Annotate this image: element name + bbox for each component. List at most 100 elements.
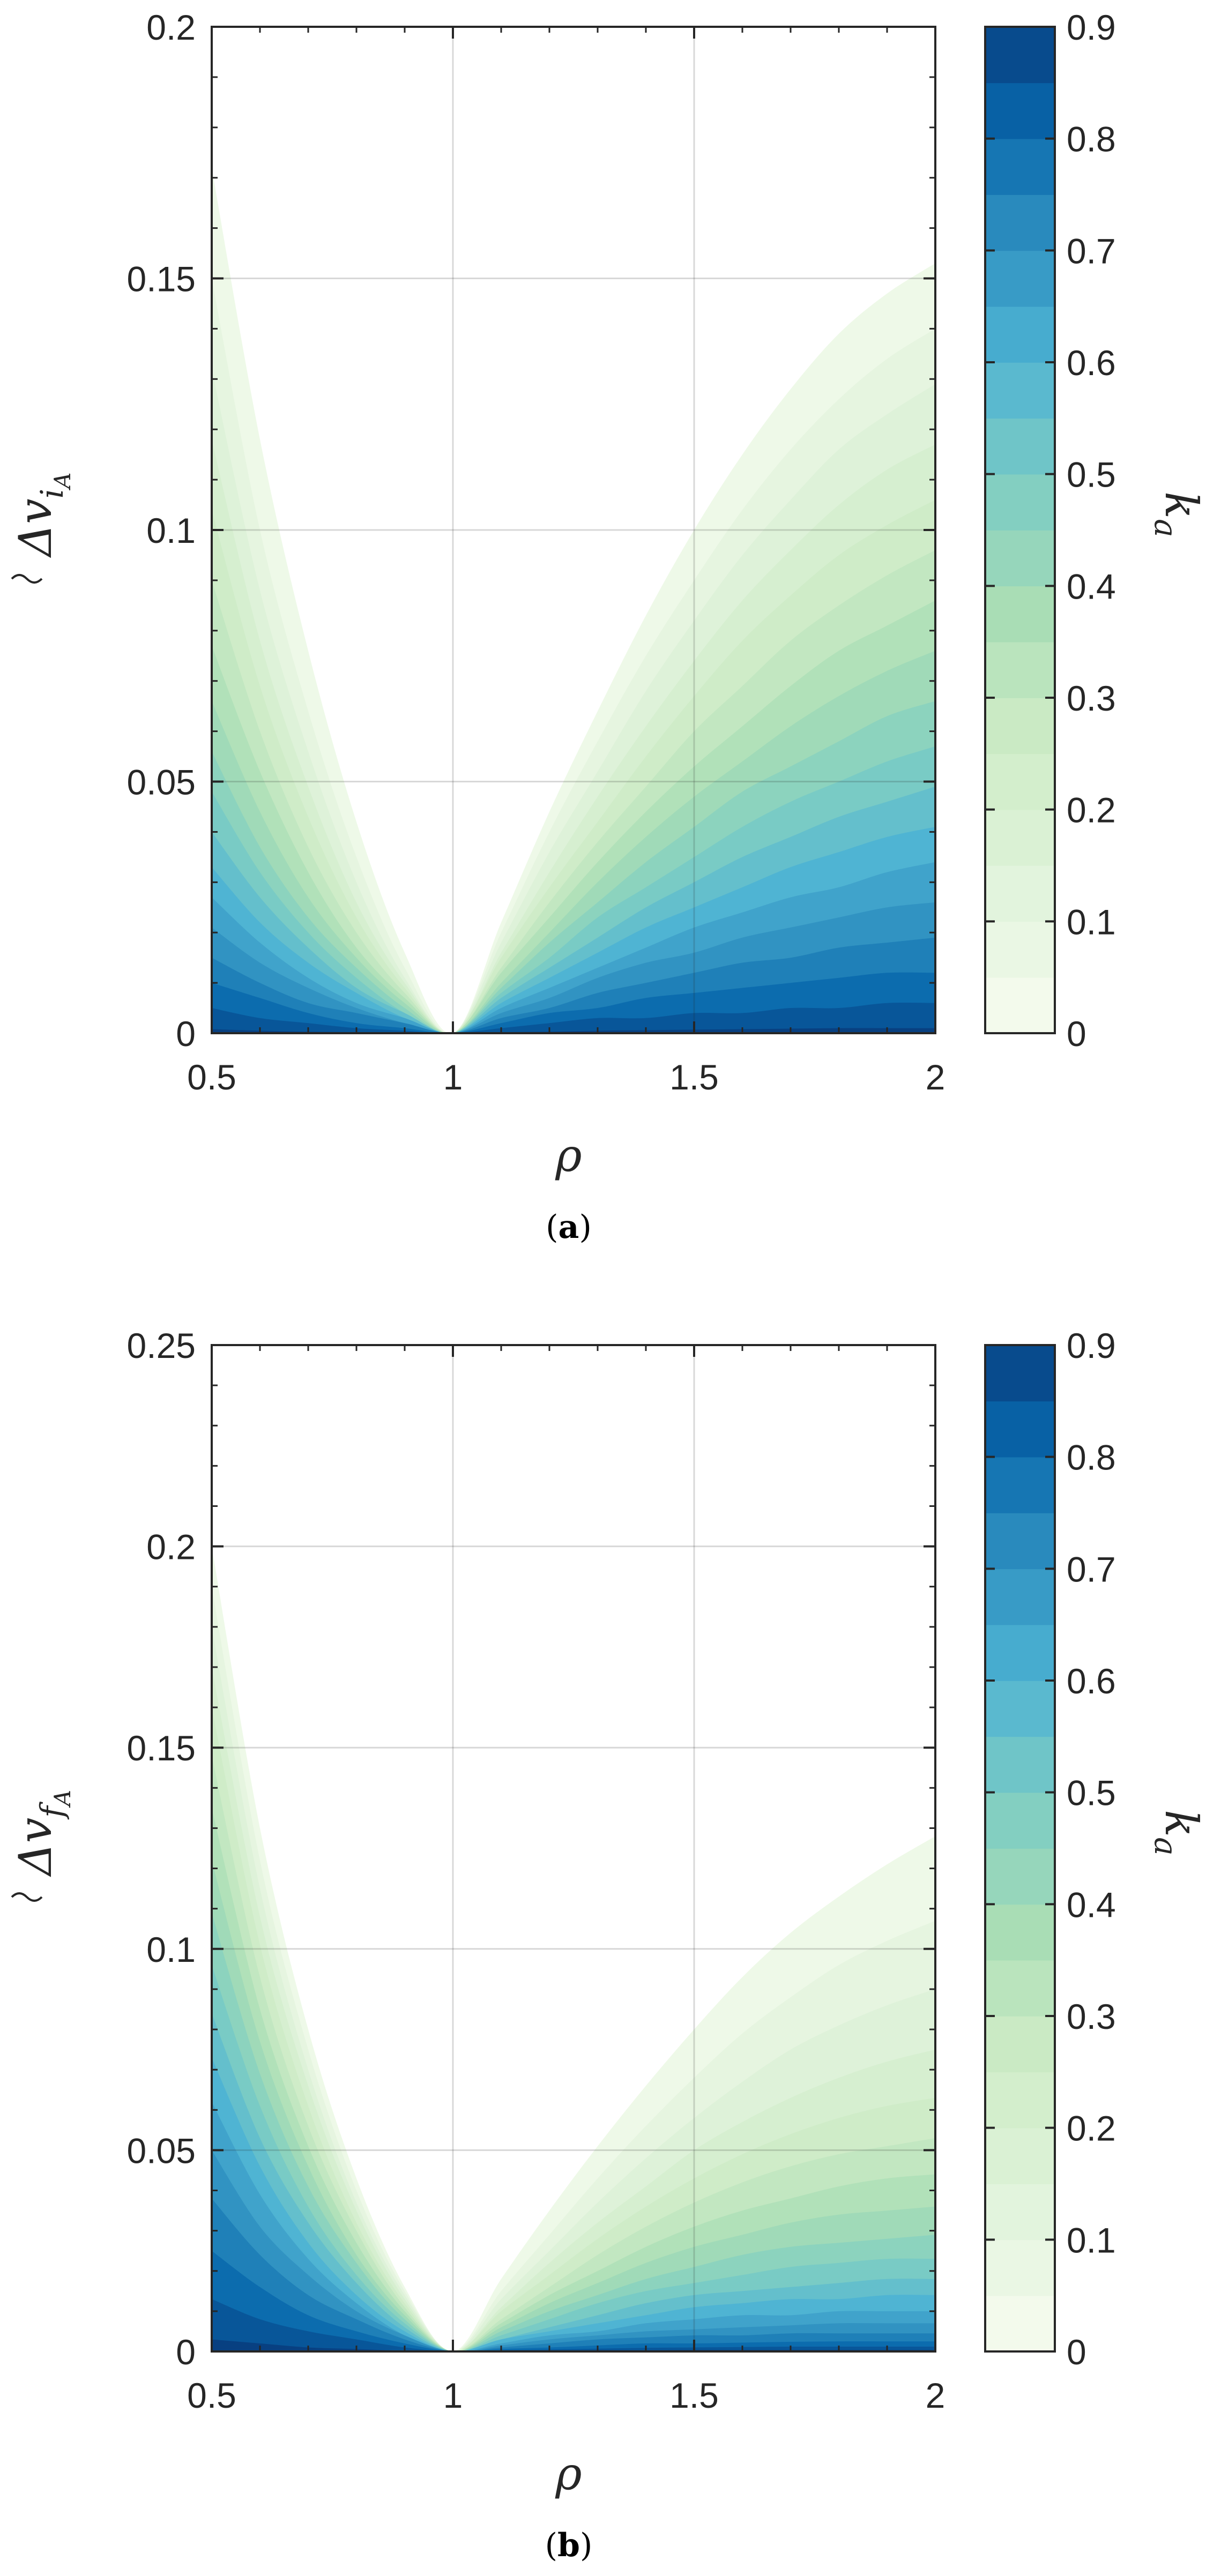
panel-a-colorbar-band xyxy=(985,753,1055,810)
panel-b-colorbar-tick-label: 0.8 xyxy=(1067,1438,1116,1477)
panel-a-colorbar-band xyxy=(985,865,1055,922)
panel-b-colorbar-box xyxy=(984,1344,1056,2353)
panel-b-colorbar-band xyxy=(985,1624,1055,1681)
panel-a-colorbar-tick-label: 0.6 xyxy=(1067,343,1116,383)
panel-b-x-tick-label: 2 xyxy=(926,2376,945,2415)
panel-b-y-tick-label: 0.2 xyxy=(146,1527,196,1567)
panel-a-colorbar-box xyxy=(984,26,1056,1034)
panel-b-colorbar-tick-label: 0.6 xyxy=(1067,1661,1116,1701)
panel-b-y-tick-label: 0 xyxy=(176,2332,196,2372)
panel-a-y-label-tilde-icon xyxy=(11,574,43,584)
panel-a-colorbar-label-base: k xyxy=(1155,491,1208,519)
panel-a-colorbar-tick-label: 0.5 xyxy=(1067,455,1116,495)
panel-b-colorbar-band xyxy=(985,2239,1055,2296)
panel-b-y-label-base: Δv xyxy=(9,1818,62,1877)
panel-b-colorbar-band xyxy=(985,2184,1055,2241)
panel-b-ticks: 0.5 1 1.5 2 0 0.05 0.1 0.15 0.2 0.25 xyxy=(127,1326,945,2415)
panel-b-caption-suffix: ) xyxy=(580,2527,592,2564)
panel-a-y-label-subsub: A xyxy=(49,472,76,490)
panel-a-caption-letter: a xyxy=(559,1208,579,1246)
panel-a-colorbar-band xyxy=(985,530,1055,587)
panel-a-caption: (a) xyxy=(546,1208,592,1246)
panel-a-colorbar-band xyxy=(985,474,1055,531)
panel-a-colorbar-tick-label: 0.8 xyxy=(1067,120,1116,159)
panel-a-y-tick-label: 0.05 xyxy=(127,763,196,802)
panel-a-colorbar-band xyxy=(985,306,1055,363)
panel-b-colorbar-tick-label: 0.3 xyxy=(1067,1997,1116,2036)
panel-b-colorbar-band xyxy=(985,1848,1055,1905)
panel-b-colorbar: 0 0.1 0.2 0.3 0.4 0.5 0.6 0.7 0.8 0.9 xyxy=(984,1326,1116,2372)
panel-a-colorbar-band xyxy=(985,195,1055,251)
panel-b-colorbar-tick-label: 0.9 xyxy=(1067,1326,1116,1365)
panel-b-colorbar-band xyxy=(985,2295,1055,2352)
panel-b-colorbar-tick-label: 0 xyxy=(1067,2332,1086,2372)
panel-a-colorbar-band xyxy=(985,641,1055,698)
panel-a-colorbar-tick-label: 0.3 xyxy=(1067,678,1116,718)
panel-b-colorbar-band xyxy=(985,1904,1055,1961)
panel-a-y-axis-label: ΔviA xyxy=(9,472,76,558)
panel-b-colorbar-label-sub: a xyxy=(1148,1837,1184,1856)
panel-a-colorbar-band xyxy=(985,977,1055,1034)
panel-a-y-tick-label: 0 xyxy=(176,1014,196,1054)
panel-a-colorbar-band xyxy=(985,27,1055,84)
panel-a-colorbar-tick-label: 0.9 xyxy=(1067,8,1116,47)
panel-b-caption-letter: b xyxy=(557,2527,580,2564)
panel-a-x-axis-label: ρ xyxy=(555,1129,582,1182)
panel-b-colorbar-tick-label: 0.2 xyxy=(1067,2109,1116,2148)
panel-b-colorbar-band xyxy=(985,1792,1055,1849)
panel-a-colorbar-band xyxy=(985,698,1055,755)
panel-a-contour-band-0-9 xyxy=(212,1028,935,1033)
panel-b-colorbar-band xyxy=(985,1457,1055,1513)
panel-b-y-tick-label: 0.05 xyxy=(127,2131,196,2170)
panel-b-colorbar-tick-label: 0.5 xyxy=(1067,1773,1116,1813)
panel-b-colorbar-tick-label: 0.4 xyxy=(1067,1885,1116,1924)
panel-a-y-label-base: Δv xyxy=(9,498,62,558)
panel-a-x-tick-label: 2 xyxy=(926,1057,945,1097)
panel-a-colorbar-band xyxy=(985,418,1055,475)
panel-b-x-tick-label: 1.5 xyxy=(669,2376,719,2415)
panel-a-x-tick-label: 1 xyxy=(443,1057,463,1097)
panel-b-y-axis-label: ΔvfA xyxy=(9,1790,76,1877)
panel-b-x-tick-label: 1 xyxy=(443,2376,463,2415)
panel-a-colorbar-band xyxy=(985,138,1055,195)
panel-b-contour-band-0-3 xyxy=(212,1756,935,2351)
panel-b-colorbar-band xyxy=(985,1569,1055,1625)
panel-a-x-tick-label: 1.5 xyxy=(669,1057,719,1097)
panel-a-contour-band-0-85 xyxy=(212,1002,935,1033)
panel-a-colorbar-label-sub: a xyxy=(1148,519,1184,537)
panel-a-colorbar-band xyxy=(985,586,1055,643)
panel-b-colorbar-band xyxy=(985,2127,1055,2184)
panel-a-colorbar-band xyxy=(985,921,1055,978)
panel-b-grid xyxy=(212,1345,935,2351)
panel-b-y-label-subsub: A xyxy=(49,1790,76,1808)
panel-b-colorbar-band xyxy=(985,2016,1055,2073)
panel-b-axes xyxy=(211,1344,936,2353)
panel-b-contour-band-0-9 xyxy=(212,2339,935,2351)
panel-b-colorbar-band xyxy=(985,1960,1055,2017)
panel-b-colorbar-band xyxy=(985,1736,1055,1793)
panel-a-y-tick-label: 0.1 xyxy=(146,511,196,550)
panel-a-colorbar-label: ka xyxy=(1148,491,1208,537)
panel-b-colorbar-band xyxy=(985,1345,1055,1402)
panel-b-colorbar-tick-label: 0.7 xyxy=(1067,1549,1116,1589)
panel-b-colorbar-band xyxy=(985,1401,1055,1458)
panel-b-x-tick-label: 0.5 xyxy=(187,2376,236,2415)
panel-a-colorbar-band xyxy=(985,250,1055,307)
panel-a: 0.5 1 1.5 2 0 0.05 0.1 0.15 0.2 0 0.1 0.2 0.3 0.4 0.5… xyxy=(9,8,1208,1246)
panel-b-colorbar-label-base: k xyxy=(1155,1810,1208,1837)
panel-b-y-label-tilde-icon xyxy=(11,1892,43,1902)
panel-a-contour-fills xyxy=(212,27,935,1033)
panel-a-colorbar-tick-label: 0.1 xyxy=(1067,902,1116,942)
panel-b-colorbar-tick-label: 0.1 xyxy=(1067,2220,1116,2260)
panel-a-colorbar: 0 0.1 0.2 0.3 0.4 0.5 0.6 0.7 0.8 0.9 xyxy=(984,8,1116,1054)
panel-b-colorbar-band xyxy=(985,1681,1055,1737)
panel-b-contour-fills xyxy=(212,1345,935,2351)
panel-a-y-label-sub: i xyxy=(34,489,70,499)
panel-b-y-tick-label: 0.25 xyxy=(127,1326,196,1365)
panel-a-y-tick-label: 0.2 xyxy=(146,8,196,47)
panel-a-colorbar-tick-label: 0.2 xyxy=(1067,790,1116,830)
panel-b-caption-prefix: ( xyxy=(545,2527,557,2564)
panel-a-caption-prefix: ( xyxy=(546,1208,558,1246)
panel-a-colorbar-tick-label: 0 xyxy=(1067,1014,1086,1054)
